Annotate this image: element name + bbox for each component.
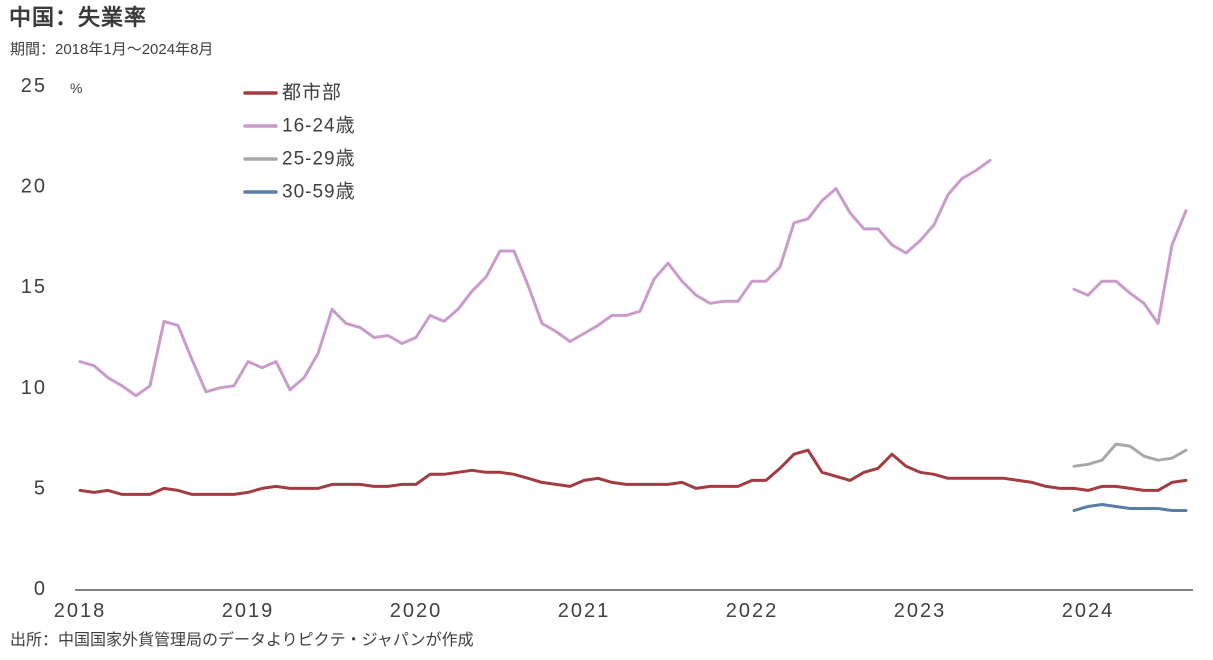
x-tick-label: 2019	[222, 600, 275, 622]
plot-lines	[78, 158, 1188, 512]
series-line-age-30-59	[1072, 503, 1188, 512]
legend-label: 25-29歳	[282, 148, 356, 170]
x-tick-label: 2023	[894, 600, 947, 622]
legend-item-age-25-29: 25-29歳	[243, 148, 356, 170]
chart-subtitle: 期間：2018年1月～2024年8月	[10, 41, 214, 58]
legend-label: 30-59歳	[282, 181, 356, 203]
series-line-urban	[78, 448, 1188, 496]
legend-item-urban: 都市部	[243, 82, 342, 104]
y-tick-label: 10	[21, 377, 47, 399]
y-unit-label: %	[70, 80, 82, 96]
y-tick-label: 20	[21, 176, 47, 198]
legend: 都市部 16-24歳 25-29歳 30-59歳	[243, 82, 356, 203]
y-tick-label: 25	[21, 75, 47, 97]
chart-title: 中国：失業率	[9, 5, 148, 30]
y-tick-label: 0	[34, 578, 47, 600]
x-tick-label: 2021	[558, 600, 611, 622]
legend-item-age-16-24: 16-24歳	[243, 115, 356, 137]
source-note: 出所：中国国家外貨管理局のデータよりピクテ・ジャパンが作成	[10, 632, 474, 649]
legend-label: 16-24歳	[282, 115, 356, 137]
x-tick-label: 2024	[1062, 600, 1115, 622]
y-axis-labels: 0 5 10 15 20 25	[21, 75, 47, 600]
legend-label: 都市部	[282, 82, 342, 104]
series-line-age-25-29	[1072, 442, 1188, 468]
y-tick-label: 5	[34, 477, 47, 499]
x-axis-labels: 2018 2019 2020 2021 2022 2023 2024	[54, 600, 1115, 622]
y-tick-label: 15	[21, 276, 47, 298]
x-tick-label: 2022	[726, 600, 779, 622]
x-tick-label: 2020	[390, 600, 443, 622]
series-line-age-16-24	[78, 158, 1188, 398]
legend-item-age-30-59: 30-59歳	[243, 181, 356, 203]
x-tick-label: 2018	[54, 600, 107, 622]
